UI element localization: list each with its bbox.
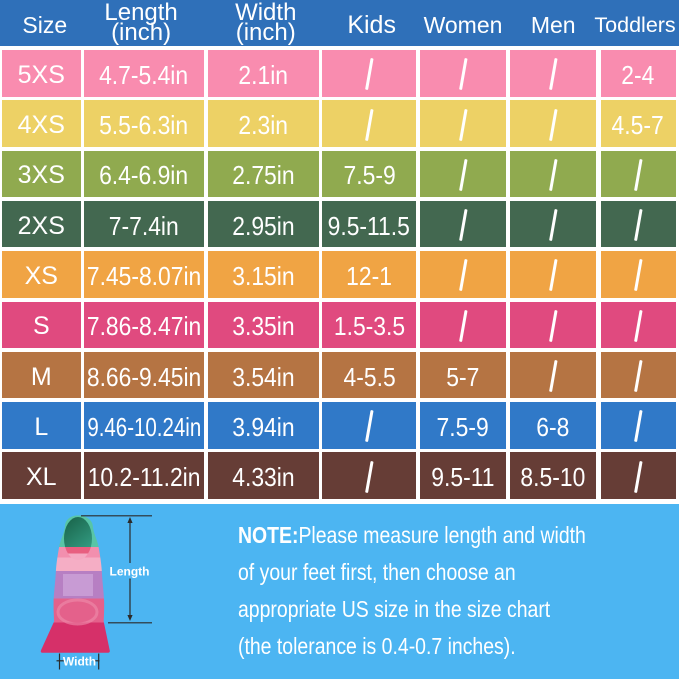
svg-text:Width: Width <box>63 655 96 669</box>
svg-text:Length: Length <box>110 565 150 579</box>
